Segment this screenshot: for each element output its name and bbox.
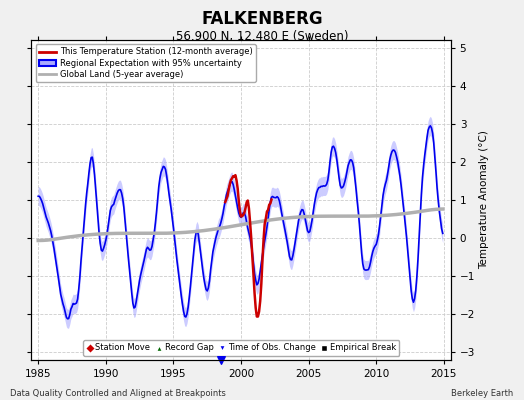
Legend: Station Move, Record Gap, Time of Obs. Change, Empirical Break: Station Move, Record Gap, Time of Obs. C… [83, 340, 399, 356]
Point [216, 357, 225, 363]
Text: 56.900 N, 12.480 E (Sweden): 56.900 N, 12.480 E (Sweden) [176, 30, 348, 43]
Text: Berkeley Earth: Berkeley Earth [451, 389, 514, 398]
Text: Data Quality Controlled and Aligned at Breakpoints: Data Quality Controlled and Aligned at B… [10, 389, 226, 398]
Text: FALKENBERG: FALKENBERG [201, 10, 323, 28]
Y-axis label: Temperature Anomaly (°C): Temperature Anomaly (°C) [479, 130, 489, 270]
